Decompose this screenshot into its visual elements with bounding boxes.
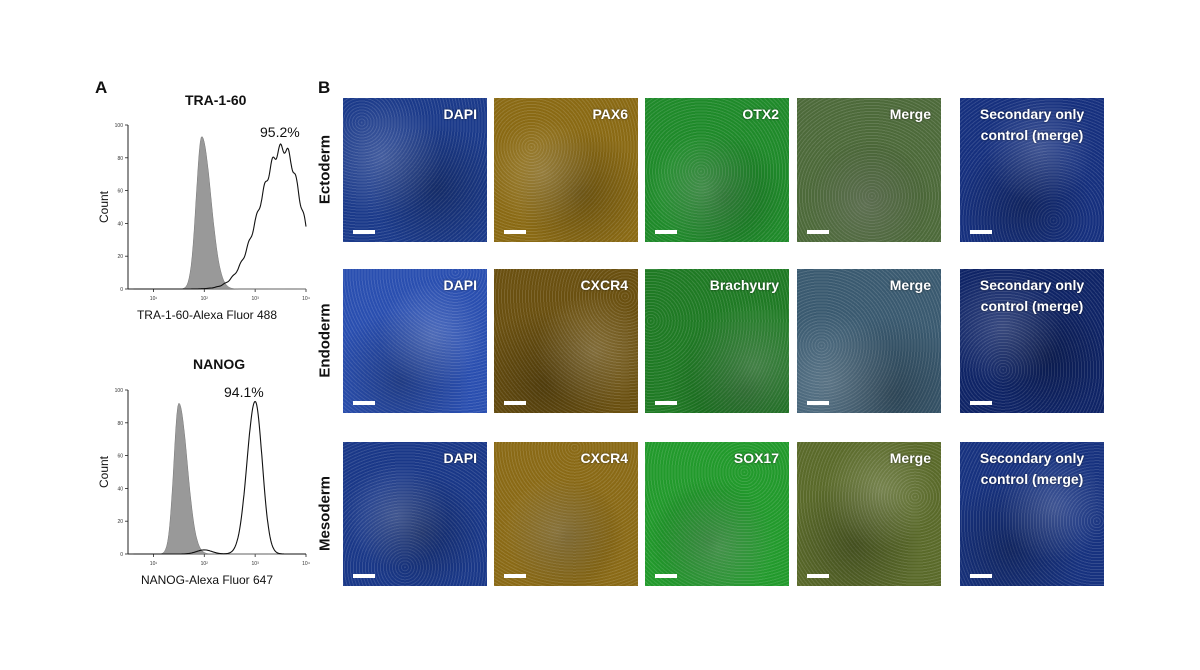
histogram-tra160: 0 20 40 60 80 100 10¹ 10² 10³ 10⁴ 95.2% Count TRA-1-… bbox=[97, 123, 310, 322]
percent-positive-label: 94.1% bbox=[224, 384, 264, 400]
micrograph-label: Merge bbox=[889, 106, 931, 122]
row-label-endoderm: Endoderm bbox=[316, 303, 334, 378]
micrograph-label: PAX6 bbox=[592, 106, 628, 122]
panel-a-letter: A bbox=[95, 78, 108, 97]
micrograph-label: Secondary only control (merge) bbox=[979, 277, 1085, 314]
y-tick-label: 80 bbox=[117, 156, 123, 162]
micrograph-mesoderm-secondary: Secondary only control (merge) bbox=[960, 442, 1104, 586]
micrograph-label: Secondary only control (merge) bbox=[979, 106, 1085, 143]
y-axis-label: Count bbox=[97, 455, 111, 488]
micrograph-endoderm-cxcr4: CXCR4 bbox=[494, 269, 638, 413]
micrograph-label: SOX17 bbox=[733, 450, 779, 466]
micrograph-mesoderm-cxcr4: CXCR4 bbox=[494, 442, 638, 586]
x-tick-label: 10³ bbox=[252, 296, 260, 302]
x-tick-label: 10² bbox=[201, 561, 209, 567]
y-tick-label: 40 bbox=[117, 486, 123, 492]
y-tick-label: 0 bbox=[120, 287, 123, 293]
x-tick-label: 10³ bbox=[252, 561, 260, 567]
y-tick-label: 20 bbox=[117, 254, 123, 260]
scale-bar bbox=[655, 574, 677, 578]
micrograph-label: CXCR4 bbox=[580, 450, 628, 466]
scale-bar bbox=[504, 401, 526, 405]
x-axis-label: TRA-1-60-Alexa Fluor 488 bbox=[137, 308, 277, 322]
micrograph-endoderm-secondary: Secondary only control (merge) bbox=[960, 269, 1104, 413]
y-tick-label: 60 bbox=[117, 454, 123, 460]
scale-bar bbox=[353, 230, 375, 234]
micrograph-mesoderm-dapi: DAPI bbox=[343, 442, 487, 586]
micrograph-ectoderm-pax6: PAX6 bbox=[494, 98, 638, 242]
x-axis-label: NANOG-Alexa Fluor 647 bbox=[141, 573, 273, 587]
isotype-control-peak bbox=[133, 136, 306, 290]
percent-positive-label: 95.2% bbox=[260, 124, 300, 140]
y-tick-label: 20 bbox=[117, 519, 123, 525]
y-tick-label: 60 bbox=[117, 189, 123, 195]
micrograph-label: Merge bbox=[889, 277, 931, 293]
row-label-mesoderm: Mesoderm bbox=[316, 475, 334, 552]
row-label-ectoderm: Ectoderm bbox=[316, 134, 334, 205]
micrograph-endoderm-brachyury: Brachyury bbox=[645, 269, 789, 413]
micrograph-label: Brachyury bbox=[709, 277, 779, 293]
y-axis-label: Count bbox=[97, 190, 111, 223]
scale-bar bbox=[655, 230, 677, 234]
stained-sample-curve bbox=[133, 143, 307, 290]
y-tick-label: 100 bbox=[115, 388, 124, 394]
micrograph-label: DAPI bbox=[443, 450, 477, 466]
panel-b-letter: B bbox=[318, 78, 331, 97]
micrograph-label: OTX2 bbox=[742, 106, 779, 122]
histogram-title-nanog: NANOG bbox=[193, 356, 246, 372]
micrograph-label: Secondary only control (merge) bbox=[979, 450, 1085, 487]
micrograph-label: DAPI bbox=[443, 106, 477, 122]
y-tick-label: 0 bbox=[120, 552, 123, 558]
scale-bar bbox=[504, 230, 526, 234]
micrograph-endoderm-dapi: DAPI bbox=[343, 269, 487, 413]
micrograph-ectoderm-merge: Merge bbox=[797, 98, 941, 242]
micrograph-ectoderm-otx2: OTX2 bbox=[645, 98, 789, 242]
micrograph-ectoderm-dapi: DAPI bbox=[343, 98, 487, 242]
immunofluorescence-grid: Ectoderm DAPI PAX6 OTX2 Merge Secondary only … bbox=[315, 90, 1115, 600]
scale-bar bbox=[655, 401, 677, 405]
micrograph-endoderm-merge: Merge bbox=[797, 269, 941, 413]
x-tick-label: 10⁴ bbox=[302, 561, 310, 567]
stained-sample-curve bbox=[133, 400, 306, 555]
micrograph-label: Merge bbox=[889, 450, 931, 466]
scale-bar bbox=[970, 230, 992, 234]
y-tick-label: 40 bbox=[117, 221, 123, 227]
x-tick-label: 10¹ bbox=[150, 296, 158, 302]
y-tick-label: 80 bbox=[117, 421, 123, 427]
micrograph-ectoderm-secondary: Secondary only control (merge) bbox=[960, 98, 1104, 242]
scale-bar bbox=[807, 574, 829, 578]
histogram-title-tra160: TRA-1-60 bbox=[185, 92, 247, 108]
micrograph-label: DAPI bbox=[443, 277, 477, 293]
scale-bar bbox=[807, 230, 829, 234]
micrograph-label: CXCR4 bbox=[580, 277, 628, 293]
y-tick-label: 100 bbox=[115, 123, 124, 129]
x-tick-label: 10⁴ bbox=[302, 296, 310, 302]
micrograph-mesoderm-sox17: SOX17 bbox=[645, 442, 789, 586]
micrograph-mesoderm-merge: Merge bbox=[797, 442, 941, 586]
scale-bar bbox=[807, 401, 829, 405]
scale-bar bbox=[970, 574, 992, 578]
scale-bar bbox=[970, 401, 992, 405]
scale-bar bbox=[504, 574, 526, 578]
scale-bar bbox=[353, 574, 375, 578]
histogram-nanog: 0 20 40 60 80 100 10¹ 10² 10³ 10⁴ 94.1% Count NANOG-… bbox=[97, 384, 310, 587]
x-tick-label: 10¹ bbox=[150, 561, 158, 567]
isotype-control-peak bbox=[133, 402, 306, 555]
scale-bar bbox=[353, 401, 375, 405]
x-tick-label: 10² bbox=[201, 296, 209, 302]
